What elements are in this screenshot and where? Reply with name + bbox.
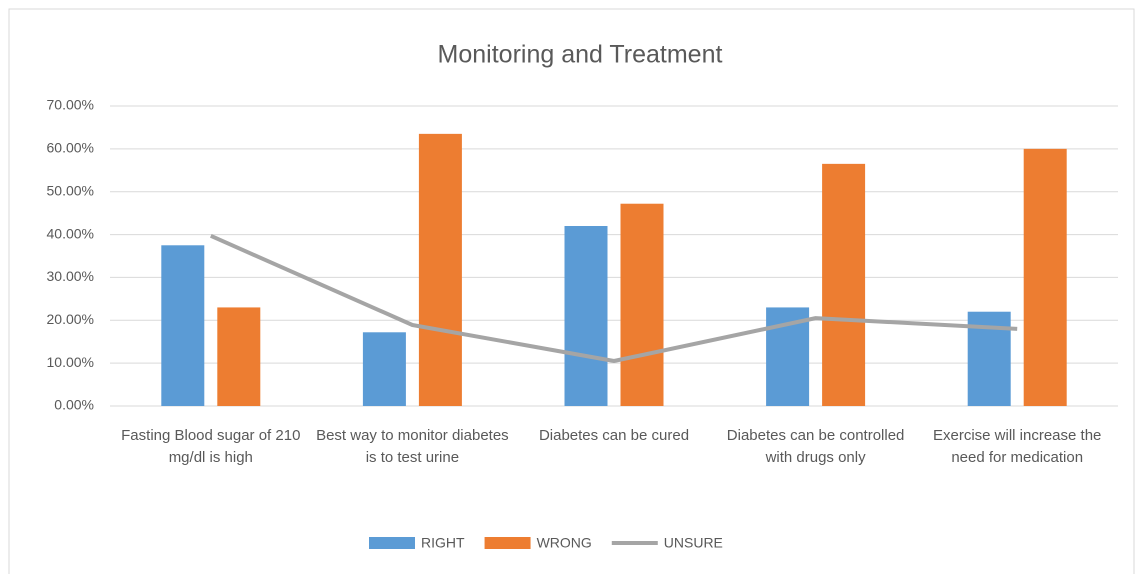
y-tick-label: 10.00% — [47, 354, 94, 370]
line — [209, 234, 1018, 363]
y-tick-label: 20.00% — [47, 311, 94, 327]
legend-label: UNSURE — [664, 535, 723, 551]
x-tick-label: Diabetes can be controlled with drugs on… — [726, 427, 905, 466]
bar — [418, 133, 462, 406]
y-tick-label: 30.00% — [47, 268, 94, 284]
bar — [217, 307, 261, 406]
bar — [564, 226, 608, 406]
bar — [822, 163, 866, 406]
y-tick-label: 70.00% — [47, 97, 94, 113]
legend-label: RIGHT — [421, 535, 465, 551]
x-tick-label: Exercise will increase the need for medi… — [932, 427, 1102, 466]
chart-title: Monitoring and Treatment — [438, 41, 723, 69]
y-tick-label: 40.00% — [47, 225, 94, 241]
y-tick-label: 60.00% — [47, 140, 94, 156]
y-tick-label: 50.00% — [47, 182, 94, 198]
legend-swatch — [484, 537, 531, 549]
bar — [620, 203, 664, 406]
x-tick-label: Diabetes can be cured — [538, 427, 690, 444]
bar — [161, 245, 205, 406]
legend-label: WRONG — [537, 535, 592, 551]
bar — [1023, 148, 1067, 406]
x-tick-label: Best way to monitor diabetes is to test … — [316, 427, 509, 466]
legend-swatch — [369, 537, 415, 549]
x-tick-label: Fasting Blood sugar of 210 mg/dl is high — [121, 427, 301, 466]
bar — [362, 332, 406, 406]
y-tick-label: 0.00% — [54, 397, 94, 413]
